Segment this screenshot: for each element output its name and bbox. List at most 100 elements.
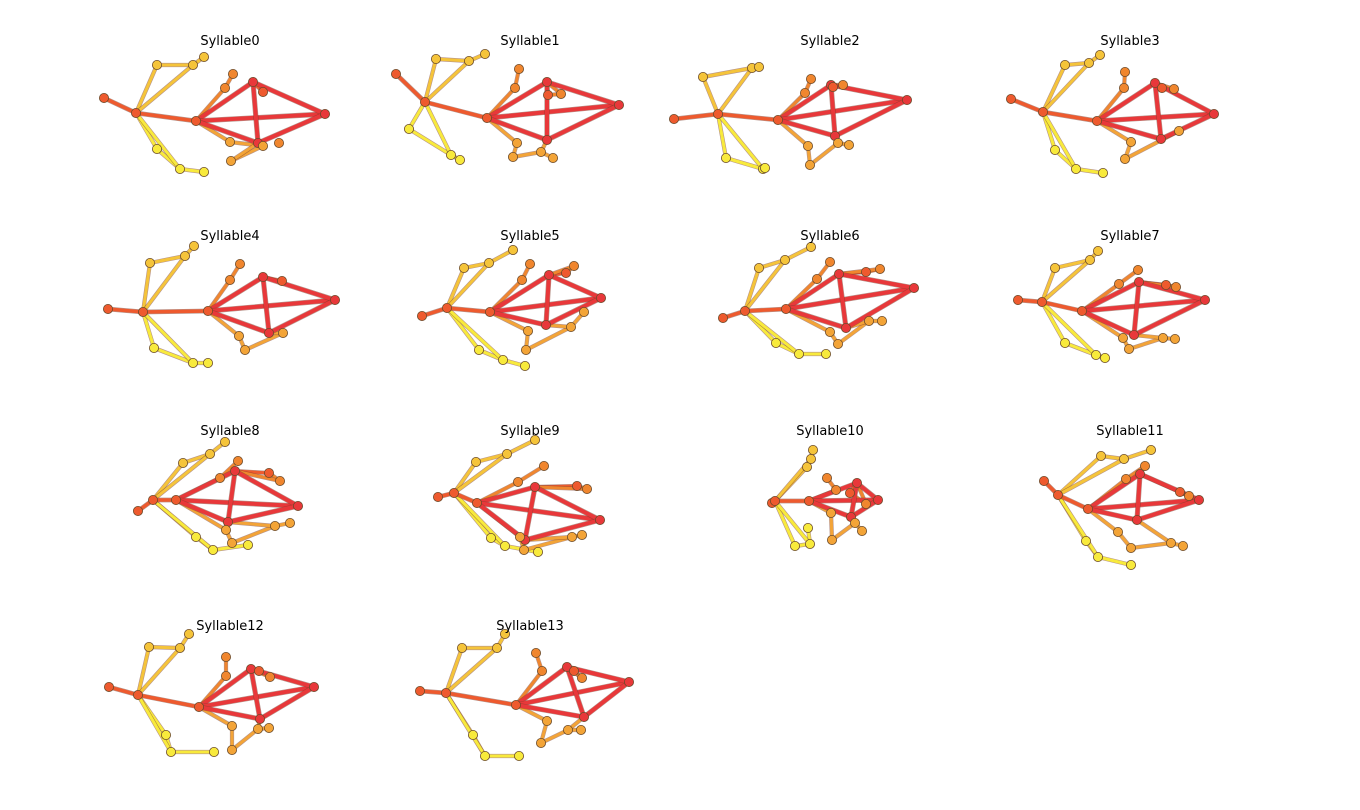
keypoint-node xyxy=(533,547,544,558)
skeleton-edge xyxy=(174,469,237,502)
panel-title: Syllable6 xyxy=(800,229,859,244)
keypoint-node xyxy=(519,545,530,556)
keypoint-node xyxy=(147,494,158,505)
skeleton-edge xyxy=(151,498,215,552)
keypoint-node xyxy=(857,526,868,537)
keypoint-node xyxy=(1120,153,1131,164)
skeleton-edge xyxy=(267,298,337,335)
skeleton-nodes xyxy=(104,629,319,758)
skeleton-edge xyxy=(1086,507,1139,522)
keypoint-node xyxy=(470,456,481,467)
skeleton-edge xyxy=(152,346,195,365)
keypoint-node xyxy=(760,162,771,173)
keypoint-node xyxy=(130,108,141,119)
keypoint-node xyxy=(542,134,553,145)
skeleton-edge xyxy=(261,275,271,335)
keypoint-node xyxy=(190,116,201,127)
keypoint-node xyxy=(1126,560,1137,571)
keypoint-node xyxy=(1166,538,1177,549)
syllable-panel: Syllable2 xyxy=(669,34,913,174)
skeleton-edge xyxy=(444,691,487,758)
skeleton-edge xyxy=(716,112,780,122)
skeleton-edge xyxy=(1040,300,1098,357)
panel-title: Syllable13 xyxy=(496,619,564,634)
keypoint-node xyxy=(1071,163,1082,174)
keypoint-node xyxy=(536,738,547,749)
keypoint-node xyxy=(861,498,872,509)
skeleton-edge xyxy=(194,119,260,145)
keypoint-node xyxy=(479,49,490,60)
keypoint-node xyxy=(1135,468,1146,479)
skeleton-edge xyxy=(423,100,453,157)
skeleton-edge xyxy=(134,111,182,171)
skeleton-edge xyxy=(544,273,551,327)
panel-title: Syllable0 xyxy=(200,34,259,49)
keypoint-node xyxy=(273,137,284,148)
skeleton-edge xyxy=(1127,336,1165,351)
keypoint-node xyxy=(822,472,833,483)
skeleton-edge xyxy=(251,80,327,116)
skeleton-edge xyxy=(1080,280,1141,313)
keypoint-node xyxy=(170,494,181,505)
keypoint-node xyxy=(1120,67,1131,78)
keypoint-node xyxy=(909,282,920,293)
skeleton-edge xyxy=(672,112,720,121)
keypoint-node xyxy=(132,505,143,516)
skeleton-edge xyxy=(776,118,810,148)
keypoint-node xyxy=(263,327,274,338)
skeleton-edge xyxy=(136,693,173,754)
keypoint-node xyxy=(1039,475,1050,486)
keypoint-node xyxy=(805,159,816,170)
keypoint-node xyxy=(873,494,884,505)
keypoint-node xyxy=(845,487,856,498)
skeleton-edge xyxy=(743,307,788,313)
keypoint-node xyxy=(416,310,427,321)
keypoint-node xyxy=(198,52,209,63)
keypoint-node xyxy=(833,137,844,148)
keypoint-node xyxy=(463,56,474,67)
keypoint-node xyxy=(183,629,194,640)
skeleton-edges xyxy=(135,439,301,553)
skeleton-edge xyxy=(229,141,260,163)
skeleton-edge xyxy=(545,103,621,142)
keypoint-node xyxy=(548,152,559,163)
keypoint-node xyxy=(263,467,274,478)
syllable-panel: Syllable6 xyxy=(718,229,920,359)
keypoint-node xyxy=(1132,515,1143,526)
skeleton-edge xyxy=(1080,298,1207,313)
keypoint-node xyxy=(448,487,459,498)
skeleton-edge xyxy=(102,96,138,115)
keypoint-node xyxy=(864,315,875,326)
keypoint-node xyxy=(569,260,580,271)
skeleton-edge xyxy=(134,63,195,115)
skeleton-edge xyxy=(1056,454,1103,497)
skeleton-edge xyxy=(194,80,255,123)
keypoint-node xyxy=(806,241,817,252)
keypoint-node xyxy=(595,515,606,526)
panel-title: Syllable7 xyxy=(1100,229,1159,244)
keypoint-node xyxy=(515,532,526,543)
keypoint-node xyxy=(257,271,268,282)
skeleton-edge xyxy=(1132,280,1141,337)
keypoint-node xyxy=(1050,144,1061,155)
skeleton-edge xyxy=(1056,457,1126,497)
keypoint-node xyxy=(576,725,587,736)
keypoint-node xyxy=(514,64,525,75)
keypoint-node xyxy=(499,629,510,640)
keypoint-node xyxy=(220,525,231,536)
skeleton-edge xyxy=(514,665,569,707)
keypoint-node xyxy=(329,294,340,305)
keypoint-node xyxy=(669,114,680,125)
keypoint-node xyxy=(1200,294,1211,305)
keypoint-node xyxy=(827,535,838,546)
keypoint-node xyxy=(523,325,534,336)
skeleton-edge xyxy=(1063,341,1098,357)
keypoint-node xyxy=(781,303,792,314)
keypoint-node xyxy=(1093,552,1104,563)
keypoint-node xyxy=(790,541,801,552)
skeleton-edge xyxy=(1135,518,1173,545)
skeleton-nodes xyxy=(132,436,303,556)
skeleton-edge xyxy=(1040,258,1092,304)
skeleton-edge xyxy=(524,325,573,352)
skeleton-edge xyxy=(141,254,187,314)
